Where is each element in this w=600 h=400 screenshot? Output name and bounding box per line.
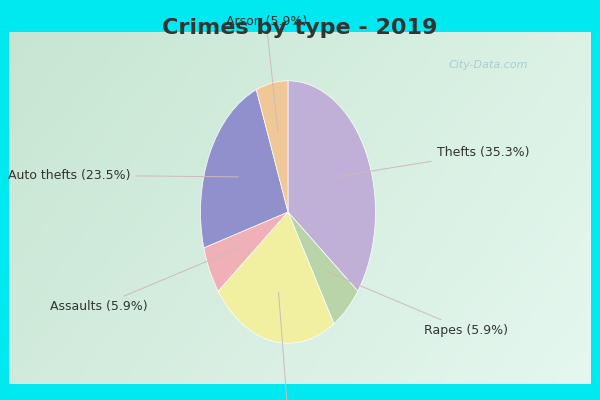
Text: Thefts (35.3%): Thefts (35.3%)	[338, 146, 529, 176]
Wedge shape	[288, 212, 358, 324]
Text: Crimes by type - 2019: Crimes by type - 2019	[163, 18, 437, 38]
Text: Assaults (5.9%): Assaults (5.9%)	[50, 248, 238, 313]
Text: Rapes (5.9%): Rapes (5.9%)	[326, 271, 508, 336]
Text: Arson (5.9%): Arson (5.9%)	[226, 15, 307, 132]
Text: Burglaries (23.5%): Burglaries (23.5%)	[230, 292, 347, 400]
Wedge shape	[288, 81, 376, 291]
Wedge shape	[256, 81, 288, 212]
Text: City-Data.com: City-Data.com	[449, 60, 528, 70]
Wedge shape	[218, 212, 334, 343]
Text: Auto thefts (23.5%): Auto thefts (23.5%)	[8, 169, 238, 182]
Wedge shape	[200, 90, 288, 248]
Wedge shape	[204, 212, 288, 291]
